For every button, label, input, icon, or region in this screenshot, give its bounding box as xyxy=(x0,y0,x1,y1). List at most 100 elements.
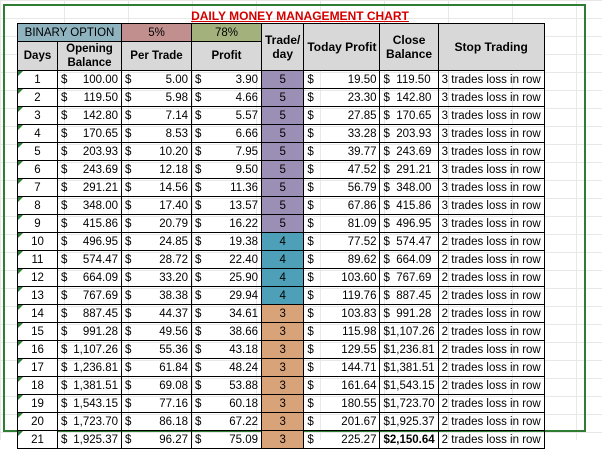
today-profit-cell[interactable]: $39.77 xyxy=(303,142,381,161)
trades-per-day-cell[interactable]: 4 xyxy=(260,286,305,305)
profit-cell[interactable]: $25.90 xyxy=(191,268,262,287)
trades-per-day-cell[interactable]: 5 xyxy=(260,178,305,197)
profit-cell[interactable]: $6.66 xyxy=(191,124,262,143)
close-balance-cell[interactable]: $ 119.50 xyxy=(379,70,439,89)
stop-trading-cell[interactable]: 2 trades loss in row xyxy=(437,304,545,323)
stop-trading-cell[interactable]: 2 trades loss in row xyxy=(437,412,545,431)
trades-per-day-cell[interactable]: 3 xyxy=(260,376,305,395)
today-profit-cell[interactable]: $77.52 xyxy=(303,232,381,251)
opening-balance-cell[interactable]: $991.28 xyxy=(57,322,122,341)
opening-balance-cell[interactable]: $243.69 xyxy=(57,160,122,179)
opening-balance-cell[interactable]: $574.47 xyxy=(57,250,122,269)
opening-balance-cell[interactable]: $887.45 xyxy=(57,304,122,323)
today-profit-cell[interactable]: $33.28 xyxy=(303,124,381,143)
profit-percent-cell[interactable]: 78% xyxy=(191,23,262,42)
today-profit-cell[interactable]: $103.60 xyxy=(303,268,381,287)
trades-per-day-cell[interactable]: 5 xyxy=(260,124,305,143)
profit-cell[interactable]: $60.18 xyxy=(191,394,262,413)
trades-per-day-cell[interactable]: 5 xyxy=(260,142,305,161)
per-trade-cell[interactable]: $24.85 xyxy=(121,232,192,251)
profit-cell[interactable]: $9.50 xyxy=(191,160,262,179)
today-profit-cell[interactable]: $89.62 xyxy=(303,250,381,269)
opening-balance-header[interactable]: Opening Balance xyxy=(57,41,122,71)
day-cell[interactable]: 8 xyxy=(17,196,58,215)
profit-cell[interactable]: $16.22 xyxy=(191,214,262,233)
close-balance-cell[interactable]: $ 291.21 xyxy=(379,160,439,179)
day-cell[interactable]: 17 xyxy=(17,358,58,377)
stop-trading-cell[interactable]: 2 trades loss in row xyxy=(437,322,545,341)
today-profit-cell[interactable]: $23.30 xyxy=(303,88,381,107)
per-trade-header[interactable]: Per Trade xyxy=(121,41,192,71)
opening-balance-cell[interactable]: $203.93 xyxy=(57,142,122,161)
close-balance-cell[interactable]: $ 496.95 xyxy=(379,214,439,233)
opening-balance-cell[interactable]: $1,723.70 xyxy=(57,412,122,431)
per-trade-cell[interactable]: $49.56 xyxy=(121,322,192,341)
trades-per-day-cell[interactable]: 4 xyxy=(260,250,305,269)
day-cell[interactable]: 19 xyxy=(17,394,58,413)
stop-trading-cell[interactable]: 3 trades loss in row xyxy=(437,142,545,161)
close-balance-cell[interactable]: $1,236.81 xyxy=(379,340,439,359)
profit-cell[interactable]: $29.94 xyxy=(191,286,262,305)
stop-trading-cell[interactable]: 3 trades loss in row xyxy=(437,196,545,215)
today-profit-cell[interactable]: $201.67 xyxy=(303,412,381,431)
per-trade-cell[interactable]: $20.79 xyxy=(121,214,192,233)
day-cell[interactable]: 18 xyxy=(17,376,58,395)
profit-cell[interactable]: $48.24 xyxy=(191,358,262,377)
trades-per-day-cell[interactable]: 4 xyxy=(260,232,305,251)
close-balance-cell[interactable]: $1,925.37 xyxy=(379,412,439,431)
close-balance-header[interactable]: Close Balance xyxy=(379,23,439,71)
stop-trading-cell[interactable]: 2 trades loss in row xyxy=(437,286,545,305)
close-balance-cell[interactable]: $ 243.69 xyxy=(379,142,439,161)
close-balance-cell[interactable]: $ 348.00 xyxy=(379,178,439,197)
trades-per-day-cell[interactable]: 4 xyxy=(260,268,305,287)
profit-cell[interactable]: $53.88 xyxy=(191,376,262,395)
per-trade-cell[interactable]: $17.40 xyxy=(121,196,192,215)
opening-balance-cell[interactable]: $170.65 xyxy=(57,124,122,143)
trades-per-day-cell[interactable]: 5 xyxy=(260,106,305,125)
today-profit-cell[interactable]: $56.79 xyxy=(303,178,381,197)
close-balance-cell[interactable]: $ 887.45 xyxy=(379,286,439,305)
stop-trading-cell[interactable]: 3 trades loss in row xyxy=(437,106,545,125)
trades-per-day-cell[interactable]: 3 xyxy=(260,322,305,341)
opening-balance-cell[interactable]: $1,236.81 xyxy=(57,358,122,377)
today-profit-cell[interactable]: $180.55 xyxy=(303,394,381,413)
per-trade-percent-cell[interactable]: 5% xyxy=(121,23,192,42)
stop-trading-cell[interactable]: 3 trades loss in row xyxy=(437,70,545,89)
today-profit-cell[interactable]: $103.83 xyxy=(303,304,381,323)
trades-per-day-cell[interactable]: 5 xyxy=(260,196,305,215)
stop-trading-cell[interactable]: 2 trades loss in row xyxy=(437,232,545,251)
close-balance-cell[interactable]: $ 664.09 xyxy=(379,250,439,269)
profit-cell[interactable]: $7.95 xyxy=(191,142,262,161)
opening-balance-cell[interactable]: $664.09 xyxy=(57,268,122,287)
per-trade-cell[interactable]: $69.08 xyxy=(121,376,192,395)
today-profit-cell[interactable]: $27.85 xyxy=(303,106,381,125)
per-trade-cell[interactable]: $86.18 xyxy=(121,412,192,431)
day-cell[interactable]: 3 xyxy=(17,106,58,125)
per-trade-cell[interactable]: $12.18 xyxy=(121,160,192,179)
close-balance-cell[interactable]: $ 767.69 xyxy=(379,268,439,287)
per-trade-cell[interactable]: $7.14 xyxy=(121,106,192,125)
per-trade-cell[interactable]: $10.20 xyxy=(121,142,192,161)
per-trade-cell[interactable]: $5.98 xyxy=(121,88,192,107)
binary-option-cell[interactable]: BINARY OPTION xyxy=(17,23,122,42)
stop-trading-cell[interactable]: 2 trades loss in row xyxy=(437,268,545,287)
stop-trading-cell[interactable]: 2 trades loss in row xyxy=(437,394,545,413)
trades-per-day-cell[interactable]: 3 xyxy=(260,412,305,431)
profit-header[interactable]: Profit xyxy=(191,41,262,71)
profit-cell[interactable]: $34.61 xyxy=(191,304,262,323)
today-profit-cell[interactable]: $47.52 xyxy=(303,160,381,179)
profit-cell[interactable]: $4.66 xyxy=(191,88,262,107)
day-cell[interactable]: 9 xyxy=(17,214,58,233)
profit-cell[interactable]: $13.57 xyxy=(191,196,262,215)
close-balance-cell[interactable]: $1,107.26 xyxy=(379,322,439,341)
stop-trading-cell[interactable]: 3 trades loss in row xyxy=(437,160,545,179)
close-balance-cell[interactable]: $ 203.93 xyxy=(379,124,439,143)
day-cell[interactable]: 6 xyxy=(17,160,58,179)
stop-trading-cell[interactable]: 3 trades loss in row xyxy=(437,178,545,197)
opening-balance-cell[interactable]: $348.00 xyxy=(57,196,122,215)
today-profit-cell[interactable]: $161.64 xyxy=(303,376,381,395)
today-profit-cell[interactable]: $81.09 xyxy=(303,214,381,233)
today-profit-cell[interactable]: $144.71 xyxy=(303,358,381,377)
day-cell[interactable]: 11 xyxy=(17,250,58,269)
today-profit-cell[interactable]: $19.50 xyxy=(303,70,381,89)
